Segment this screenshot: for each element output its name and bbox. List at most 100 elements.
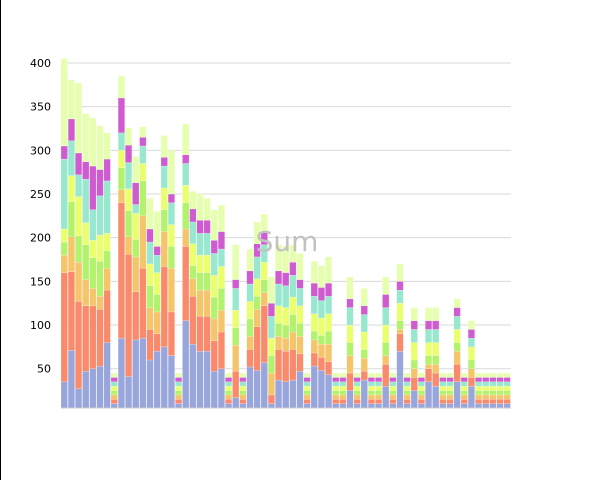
bar-segment	[203, 351, 211, 409]
bar-segment	[182, 228, 190, 247]
bar-segment	[96, 261, 104, 297]
bar-segment	[246, 301, 254, 320]
bar-segment	[260, 261, 268, 280]
bar-segment	[160, 135, 168, 158]
bar-segment	[239, 385, 247, 391]
bar-segment	[67, 175, 75, 203]
bar-segment	[467, 346, 475, 361]
bar-segment	[446, 381, 454, 387]
bar-segment	[375, 399, 383, 404]
bar-segment	[139, 215, 147, 269]
bar-segment	[110, 390, 118, 396]
bar-segment	[82, 279, 90, 307]
bar-segment	[332, 390, 340, 396]
bar-segment	[382, 324, 390, 343]
bar-segment	[189, 265, 197, 279]
bar-segment	[125, 188, 133, 211]
bar-segment	[210, 275, 218, 298]
bar-segment	[503, 385, 511, 391]
bar-segment	[282, 324, 290, 339]
bar-segment	[496, 372, 504, 378]
bar-segment	[267, 316, 275, 339]
bar-segment	[82, 178, 90, 224]
bar-segment	[67, 118, 75, 141]
bar-segment	[289, 275, 297, 298]
bar-segment	[460, 377, 468, 382]
bars	[60, 58, 511, 409]
bar-segment	[446, 390, 454, 396]
bar-segment	[346, 324, 354, 343]
bar-segment	[453, 307, 461, 317]
bar-segment	[96, 365, 104, 409]
bar-segment	[160, 187, 168, 210]
bar-segment	[60, 272, 68, 382]
bar-segment	[467, 368, 475, 378]
bar-segment	[67, 271, 75, 351]
y-tick-label: 400	[30, 57, 51, 70]
bar-segment	[267, 276, 275, 304]
bar-segment	[189, 296, 197, 345]
bar-segment	[239, 403, 247, 409]
bar-segment	[389, 394, 397, 400]
bar-segment	[425, 355, 433, 365]
bar-segment	[317, 265, 325, 288]
bar-segment	[89, 240, 97, 258]
bar-segment	[117, 202, 125, 339]
bar-segment	[332, 394, 340, 400]
bar-segment	[475, 399, 483, 404]
bar-segment	[382, 294, 390, 308]
bar-segment	[353, 403, 361, 409]
bar-segment	[110, 403, 118, 409]
bar-segment	[489, 399, 497, 404]
bar-segment	[210, 253, 218, 276]
bar-segment	[267, 302, 275, 317]
bar-segment	[82, 305, 90, 372]
bar-segment	[425, 342, 433, 356]
bar-segment	[110, 399, 118, 404]
bar-segment	[196, 316, 204, 352]
bar-segment	[482, 385, 490, 391]
bar-segment	[453, 342, 461, 352]
bar-segment	[175, 394, 183, 400]
bar-segment	[217, 266, 225, 289]
bar-segment	[325, 344, 333, 362]
bar-segment	[253, 256, 261, 279]
bar-segment	[110, 377, 118, 382]
bar-segment	[203, 272, 211, 291]
bar-segment	[425, 320, 433, 330]
bar-segment	[103, 250, 111, 269]
bar-segment	[117, 132, 125, 151]
bar-segment	[103, 158, 111, 182]
bar-segment	[182, 320, 190, 409]
bar-segment	[189, 221, 197, 244]
bar-segment	[417, 377, 425, 382]
bar-segment	[75, 261, 83, 302]
bar-segment	[96, 125, 104, 170]
bar-segment	[175, 403, 183, 409]
bar-segment	[203, 220, 211, 234]
bar-segment	[153, 246, 161, 256]
bar-segment	[132, 156, 140, 183]
bar-segment	[310, 330, 318, 341]
bar-segment	[439, 385, 447, 391]
bar-segment	[346, 307, 354, 326]
bar-segment	[210, 318, 218, 341]
bar-segment	[196, 272, 204, 291]
bar-segment	[196, 233, 204, 256]
bar-segment	[496, 377, 504, 382]
bar-segment	[303, 372, 311, 378]
bar-segment	[182, 163, 190, 186]
bar-segment	[67, 201, 75, 238]
bar-segment	[96, 309, 104, 367]
bar-segment	[239, 377, 247, 382]
bar-segment	[89, 165, 97, 210]
bar-segment	[67, 79, 75, 120]
bar-segment	[410, 368, 418, 378]
bar-segment	[125, 162, 133, 189]
bar-segment	[189, 344, 197, 409]
bar-segment	[289, 261, 297, 276]
bar-segment	[496, 403, 504, 409]
bar-segment	[275, 270, 283, 285]
bar-segment	[167, 268, 175, 313]
bar-segment	[503, 394, 511, 400]
